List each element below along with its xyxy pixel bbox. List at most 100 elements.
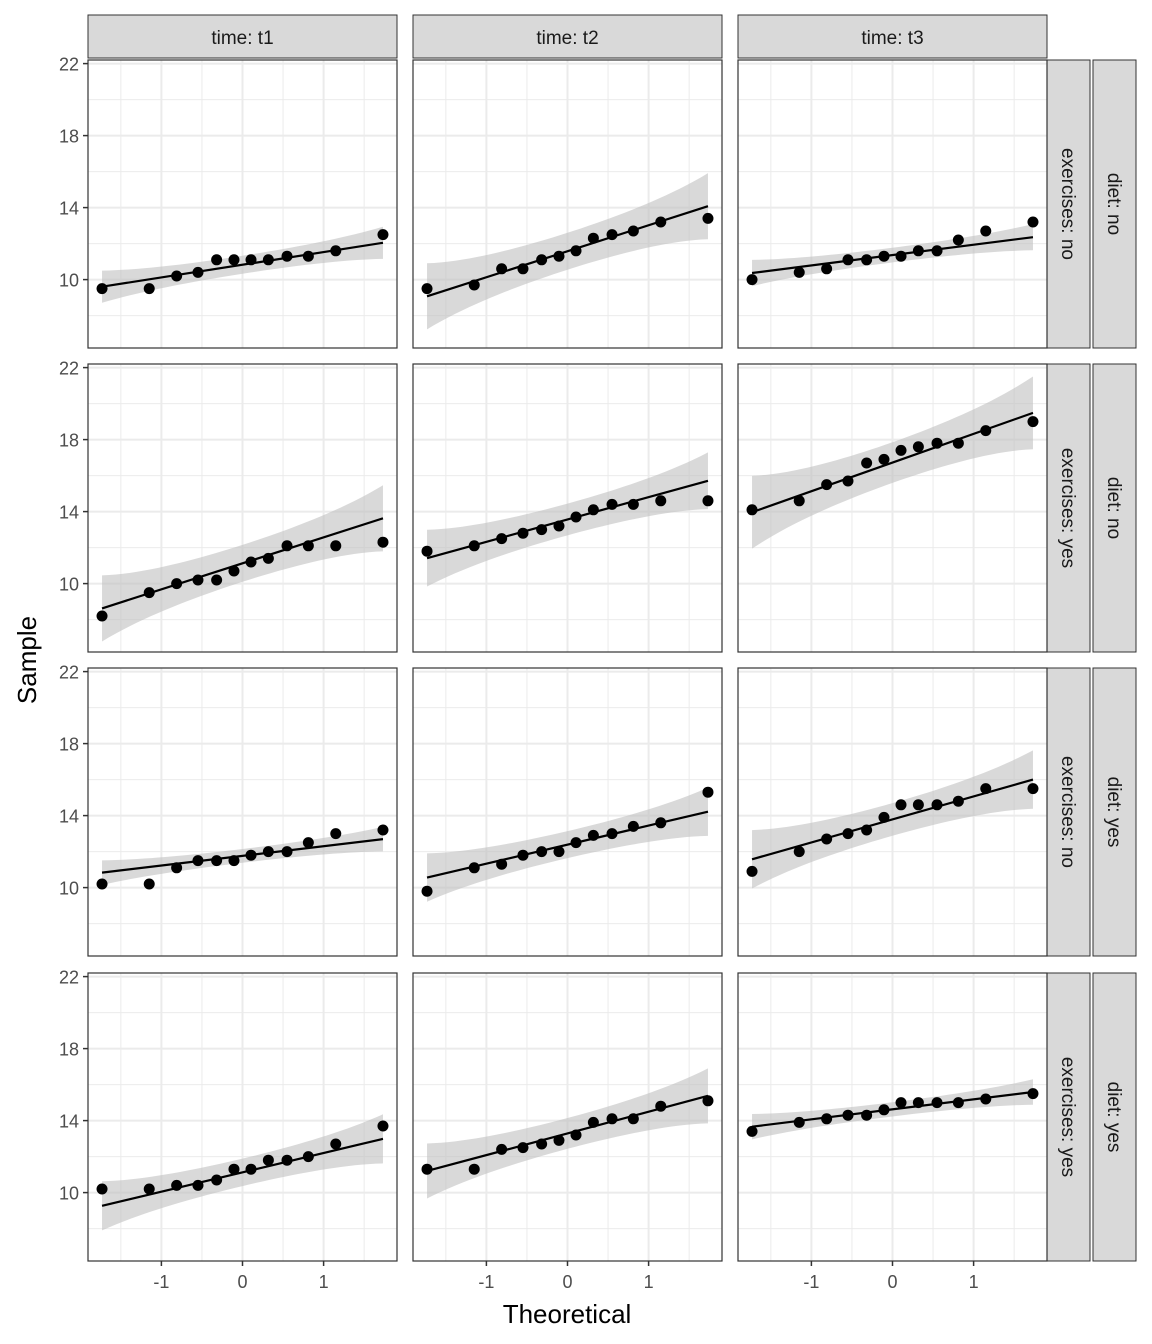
data-point [861, 457, 873, 469]
column-strip [737, 14, 1048, 59]
data-point [496, 533, 508, 545]
data-point [878, 250, 890, 262]
data-point [793, 495, 805, 507]
diet-strip-label: diet: no [1103, 173, 1124, 235]
panel-border [412, 363, 723, 653]
data-point [570, 1129, 582, 1141]
data-point [553, 1134, 565, 1146]
data-point [192, 266, 204, 278]
facet-panel [87, 972, 398, 1262]
panel-border [412, 59, 723, 349]
data-point [842, 1109, 854, 1121]
column-strip [412, 14, 723, 59]
data-point [627, 1113, 639, 1125]
data-point [952, 437, 964, 449]
y-tick-label: 14 [59, 199, 79, 219]
data-point [655, 1100, 667, 1112]
y-tick-label: 22 [59, 968, 79, 988]
data-point [496, 858, 508, 870]
column-strip-label: time: t1 [211, 28, 273, 49]
data-point [281, 1154, 293, 1166]
data-point [330, 1138, 342, 1150]
data-point [211, 855, 223, 867]
data-point [912, 441, 924, 453]
y-tick-label: 18 [59, 431, 79, 451]
facet-panel [412, 972, 723, 1262]
data-point [570, 245, 582, 257]
data-point [302, 540, 314, 552]
data-point [842, 828, 854, 840]
data-point [262, 846, 274, 858]
data-point [746, 1125, 758, 1137]
data-point [281, 540, 293, 552]
data-point [245, 849, 257, 861]
data-point [517, 263, 529, 275]
data-point [192, 574, 204, 586]
facet-panel [737, 363, 1048, 653]
data-point [570, 511, 582, 523]
data-point [536, 254, 548, 266]
data-point [895, 444, 907, 456]
y-tick-label: 10 [59, 271, 79, 291]
y-tick-label: 14 [59, 503, 79, 523]
data-point [330, 828, 342, 840]
data-point [377, 824, 389, 836]
data-point [606, 498, 618, 510]
y-axis-label: Sample [12, 616, 42, 704]
x-tick-label: 1 [319, 1272, 329, 1292]
data-point [587, 1116, 599, 1128]
data-point [861, 254, 873, 266]
qq-line [101, 838, 384, 874]
column-strip-label: time: t2 [536, 28, 598, 49]
exercises-strip-label: exercises: yes [1057, 448, 1078, 568]
data-point [821, 263, 833, 275]
x-tick-label: 0 [237, 1272, 247, 1292]
y-tick-label: 14 [59, 1112, 79, 1132]
y-tick-label: 14 [59, 807, 79, 827]
x-tick-label: 0 [887, 1272, 897, 1292]
panel-border [737, 59, 1048, 349]
facet-panel [87, 667, 398, 957]
data-point [861, 824, 873, 836]
data-point [702, 786, 714, 798]
data-point [627, 225, 639, 237]
data-point [702, 1095, 714, 1107]
data-point [330, 245, 342, 257]
y-tick-label: 10 [59, 1184, 79, 1204]
data-point [895, 1097, 907, 1109]
data-point [192, 855, 204, 867]
data-point [468, 540, 480, 552]
data-point [171, 862, 183, 874]
x-tick-label: 0 [562, 1272, 572, 1292]
diet-strip-label: diet: no [1103, 477, 1124, 539]
qq-line [101, 1137, 384, 1207]
facet-panel [412, 667, 723, 957]
exercises-strip-label: exercises: no [1057, 148, 1078, 260]
facet-panel [737, 667, 1048, 957]
facet-panel [737, 972, 1048, 1262]
data-point [496, 263, 508, 275]
exercises-strip [1046, 972, 1091, 1262]
data-point [980, 425, 992, 437]
data-point [96, 878, 108, 890]
data-point [980, 225, 992, 237]
data-point [421, 885, 433, 897]
data-point [746, 504, 758, 516]
data-point [536, 846, 548, 858]
data-point [627, 820, 639, 832]
y-tick-label: 18 [59, 735, 79, 755]
data-point [980, 1093, 992, 1105]
data-point [842, 254, 854, 266]
exercises-strip-label: exercises: no [1057, 756, 1078, 868]
data-point [912, 799, 924, 811]
x-tick-label: -1 [803, 1272, 819, 1292]
data-point [302, 837, 314, 849]
data-point [746, 274, 758, 286]
data-point [861, 1109, 873, 1121]
data-point [878, 811, 890, 823]
data-point [171, 1179, 183, 1191]
data-point [281, 846, 293, 858]
panel-border [412, 667, 723, 957]
data-point [192, 1179, 204, 1191]
